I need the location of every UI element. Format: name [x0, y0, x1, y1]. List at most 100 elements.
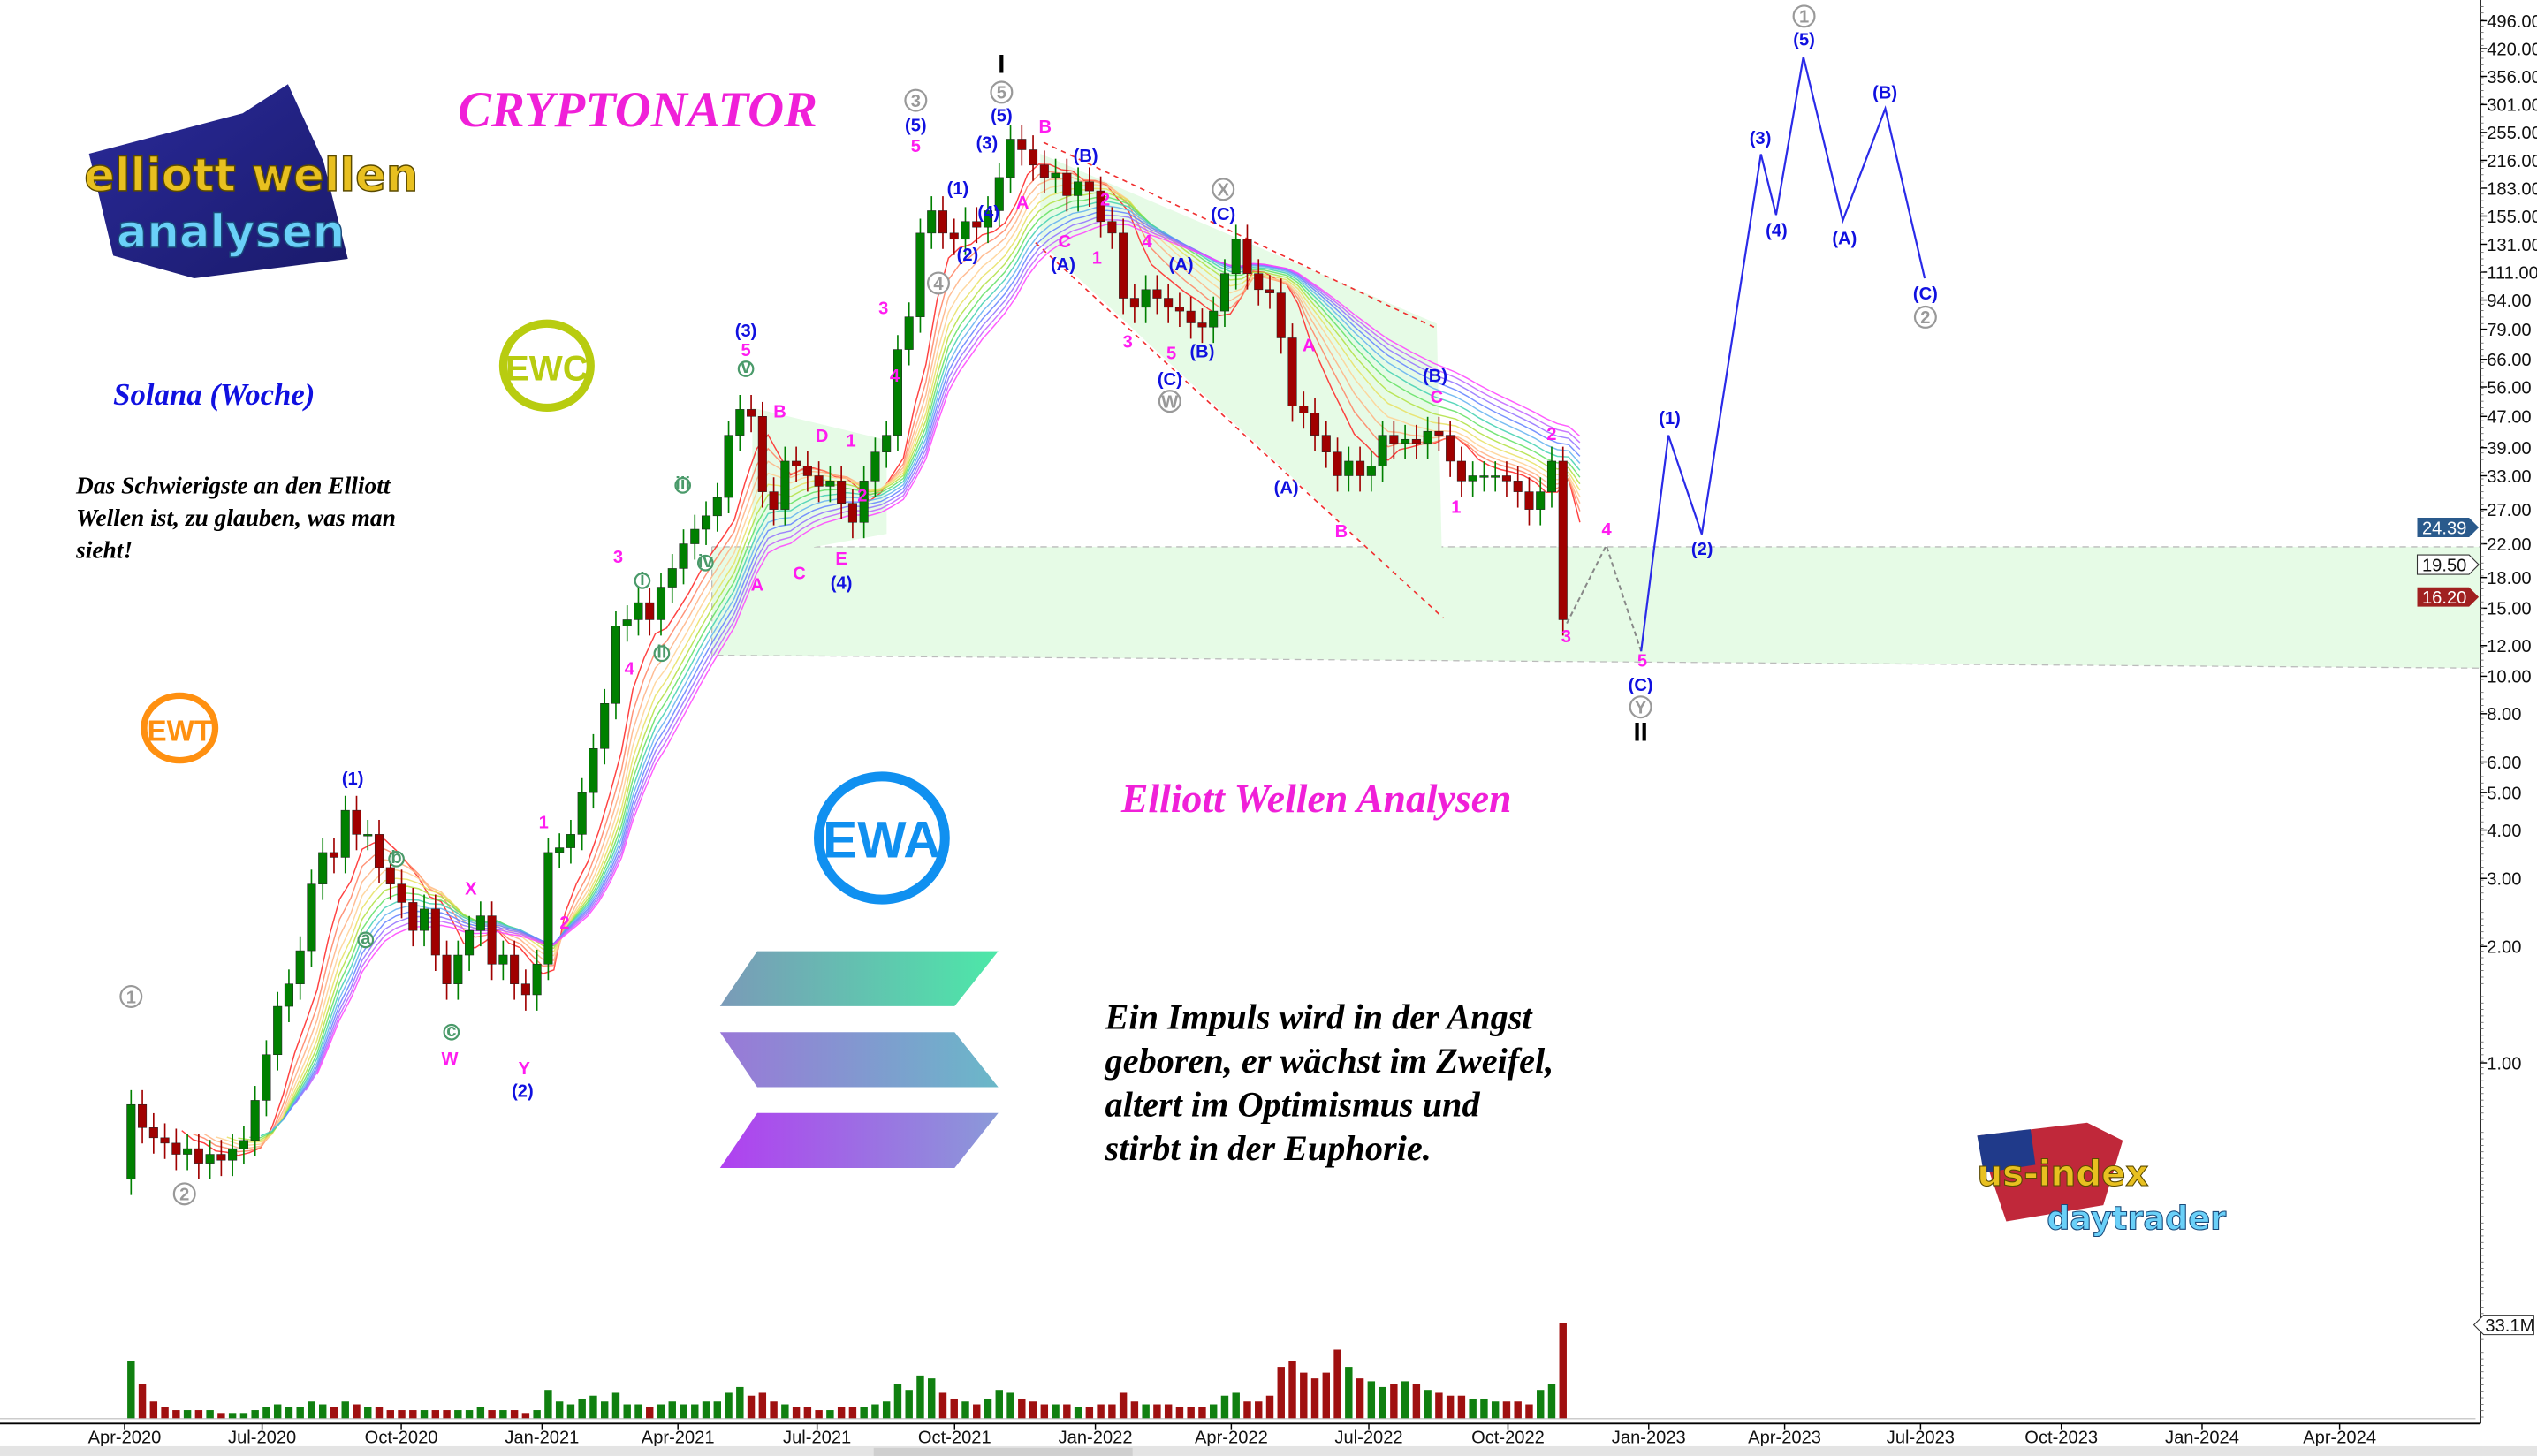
- volume-bar: [386, 1410, 394, 1419]
- wave-circle: [904, 88, 928, 112]
- candle-body: [1456, 460, 1466, 482]
- projection-blue-path: [1640, 57, 1926, 652]
- candle-body: [600, 703, 610, 749]
- wave-label: (B): [1074, 147, 1098, 166]
- volume-bar: [251, 1410, 259, 1419]
- ema-line: [293, 214, 1581, 1105]
- wave-label: Y: [1635, 699, 1647, 718]
- candle-body: [487, 915, 497, 965]
- candle-body: [1411, 438, 1421, 444]
- wave-label: (4): [831, 574, 853, 594]
- ema-line: [249, 195, 1581, 1139]
- horizontal-scrollbar[interactable]: [0, 1445, 2537, 1456]
- volume-bar: [600, 1401, 609, 1419]
- candle-body: [262, 1054, 271, 1101]
- volume-bar: [1029, 1401, 1037, 1419]
- volume-bar: [1097, 1404, 1105, 1419]
- volume-bar: [680, 1404, 687, 1419]
- candle-body: [126, 1103, 136, 1180]
- volume-bar: [1052, 1404, 1060, 1419]
- channel-upper-line: [1043, 141, 1438, 330]
- wave-label: D: [816, 427, 829, 446]
- volume-bar: [308, 1401, 315, 1419]
- volume-bar: [409, 1410, 417, 1419]
- candle-body: [735, 409, 745, 436]
- candle-body: [679, 543, 688, 569]
- candle-body: [814, 475, 824, 487]
- candle-body: [1446, 435, 1455, 462]
- price-tick-label: 420.00: [2487, 40, 2537, 59]
- volume-bar: [691, 1404, 699, 1419]
- wave-label: (1): [947, 179, 969, 199]
- candle-body: [555, 847, 565, 853]
- volume-bar: [183, 1410, 192, 1419]
- wave-circle: [1212, 178, 1235, 201]
- volume-bar: [1108, 1404, 1116, 1419]
- candle-body: [1356, 460, 1365, 476]
- volume-bar: [1209, 1404, 1218, 1419]
- svg-text:analysen: analysen: [117, 206, 345, 259]
- wave-label: 5: [1637, 651, 1647, 671]
- wave-label: 2: [179, 1186, 189, 1205]
- volume-bar: [781, 1404, 789, 1419]
- candle-body: [589, 748, 598, 793]
- candle-body: [453, 954, 463, 984]
- price-tick-label: 356.00: [2487, 68, 2537, 87]
- volume-bar: [375, 1407, 384, 1419]
- price-tick-label: 155.00: [2487, 208, 2537, 227]
- wave-circle: [1629, 695, 1652, 719]
- candle-body: [611, 626, 620, 704]
- candle-body: [1276, 292, 1286, 338]
- volume-bar: [589, 1395, 597, 1419]
- volume-bar: [1164, 1404, 1173, 1419]
- wave-label: 5: [741, 341, 750, 360]
- wave-label: X: [465, 880, 477, 899]
- volume-bar: [510, 1410, 519, 1419]
- candle-body: [1107, 221, 1117, 234]
- candle-body: [430, 908, 440, 956]
- volume-bar: [454, 1410, 462, 1419]
- wave-label: (B): [1423, 367, 1447, 386]
- volume-bar: [273, 1404, 282, 1419]
- candle-body: [938, 210, 948, 234]
- volume-bar: [353, 1404, 361, 1419]
- wave-label: 1: [847, 431, 856, 451]
- svg-text:24.39: 24.39: [2422, 519, 2466, 538]
- candle-body: [1423, 430, 1432, 444]
- wave-label: (A): [1169, 255, 1194, 275]
- volume-bar: [566, 1404, 575, 1419]
- candle-body: [915, 232, 925, 317]
- candle-body: [645, 602, 655, 620]
- volume-bar: [848, 1407, 857, 1419]
- candle-body: [1333, 451, 1342, 476]
- volume-bar: [431, 1410, 440, 1419]
- time-tick-label: Apr-2024: [2303, 1428, 2376, 1447]
- price-tick-label: 66.00: [2487, 351, 2531, 370]
- candle-body: [837, 481, 847, 504]
- wave-label: 1: [1799, 8, 1809, 27]
- volume-bar: [973, 1404, 981, 1419]
- svg-text:elliott wellen: elliott wellen: [84, 149, 418, 202]
- wave-label: 4: [625, 660, 635, 679]
- candle-body: [1074, 181, 1083, 196]
- wave-label: (B): [1189, 343, 1214, 362]
- volume-bar: [206, 1410, 214, 1419]
- volume-bar: [1153, 1404, 1161, 1419]
- wave-label: B: [1039, 118, 1052, 137]
- candle-body: [882, 435, 892, 452]
- volume-bar: [330, 1407, 338, 1419]
- volume-bar: [228, 1413, 237, 1419]
- candle-body: [1344, 460, 1354, 476]
- candle-body: [307, 883, 316, 952]
- volume-bar: [341, 1401, 349, 1419]
- wave-label: (5): [905, 116, 927, 135]
- candle-body: [138, 1103, 148, 1128]
- candle-body: [893, 349, 902, 436]
- time-tick-label: Oct-2020: [365, 1428, 438, 1447]
- candle-body: [1254, 273, 1264, 291]
- candle-body: [374, 834, 384, 868]
- scrollbar-thumb[interactable]: [873, 1447, 1133, 1456]
- volume-bar: [443, 1410, 451, 1419]
- wave-label: C: [1431, 388, 1444, 407]
- volume-bar: [1265, 1395, 1274, 1419]
